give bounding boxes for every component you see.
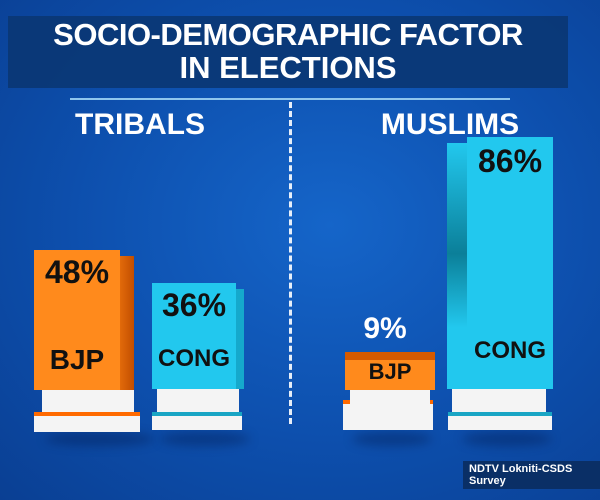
bar-shadow xyxy=(160,432,250,446)
section-label-tribals: TRIBALS xyxy=(75,108,205,141)
bar-tribals-bjp: 48% BJP xyxy=(34,250,134,390)
bar-side xyxy=(447,143,467,389)
title-line-1: SOCIO-DEMOGRAPHIC FACTOR xyxy=(53,17,523,52)
bar-base-plate xyxy=(152,412,242,430)
title-line-2: IN ELECTIONS xyxy=(179,50,397,85)
bar-party-label: CONG xyxy=(474,337,546,364)
bar-party-label: BJP xyxy=(49,344,105,375)
section-label-muslims: MUSLIMS xyxy=(380,108,520,141)
bar-value: 48% xyxy=(44,254,110,290)
bar-muslims-cong: 86% CONG xyxy=(447,137,553,389)
bar-face xyxy=(152,283,236,389)
source-caption: NDTV Lokniti-CSDS Survey xyxy=(463,461,600,489)
bar-base-plate xyxy=(34,412,140,432)
bar-value: 36% xyxy=(161,287,227,323)
bar-base xyxy=(350,390,430,404)
bar-muslims-bjp: BJP xyxy=(345,352,435,390)
bar-base xyxy=(42,390,134,412)
page-title: SOCIO-DEMOGRAPHIC FACTOR IN ELECTIONS xyxy=(8,18,568,84)
bar-face xyxy=(34,250,120,390)
bar-base xyxy=(452,388,546,412)
bar-face xyxy=(467,137,553,389)
title-banner xyxy=(8,16,568,88)
bar-tribals-cong: 36% CONG xyxy=(152,283,244,389)
bar-side xyxy=(236,289,244,389)
bar-value: 9% xyxy=(363,312,407,345)
bar-value: 86% xyxy=(477,143,543,179)
bar-side xyxy=(120,256,134,390)
title-rule xyxy=(70,98,510,100)
bar-base-plate xyxy=(448,412,552,430)
bar-party-label: CONG xyxy=(158,345,230,372)
section-divider xyxy=(289,102,292,424)
bar-base-plate xyxy=(343,400,433,430)
bar-shadow xyxy=(45,432,155,446)
bar-party-label: BJP xyxy=(368,359,412,384)
bar-shadow xyxy=(352,432,432,446)
bar-base xyxy=(157,388,239,412)
bar-face xyxy=(345,352,435,390)
bar-shadow xyxy=(462,432,552,446)
